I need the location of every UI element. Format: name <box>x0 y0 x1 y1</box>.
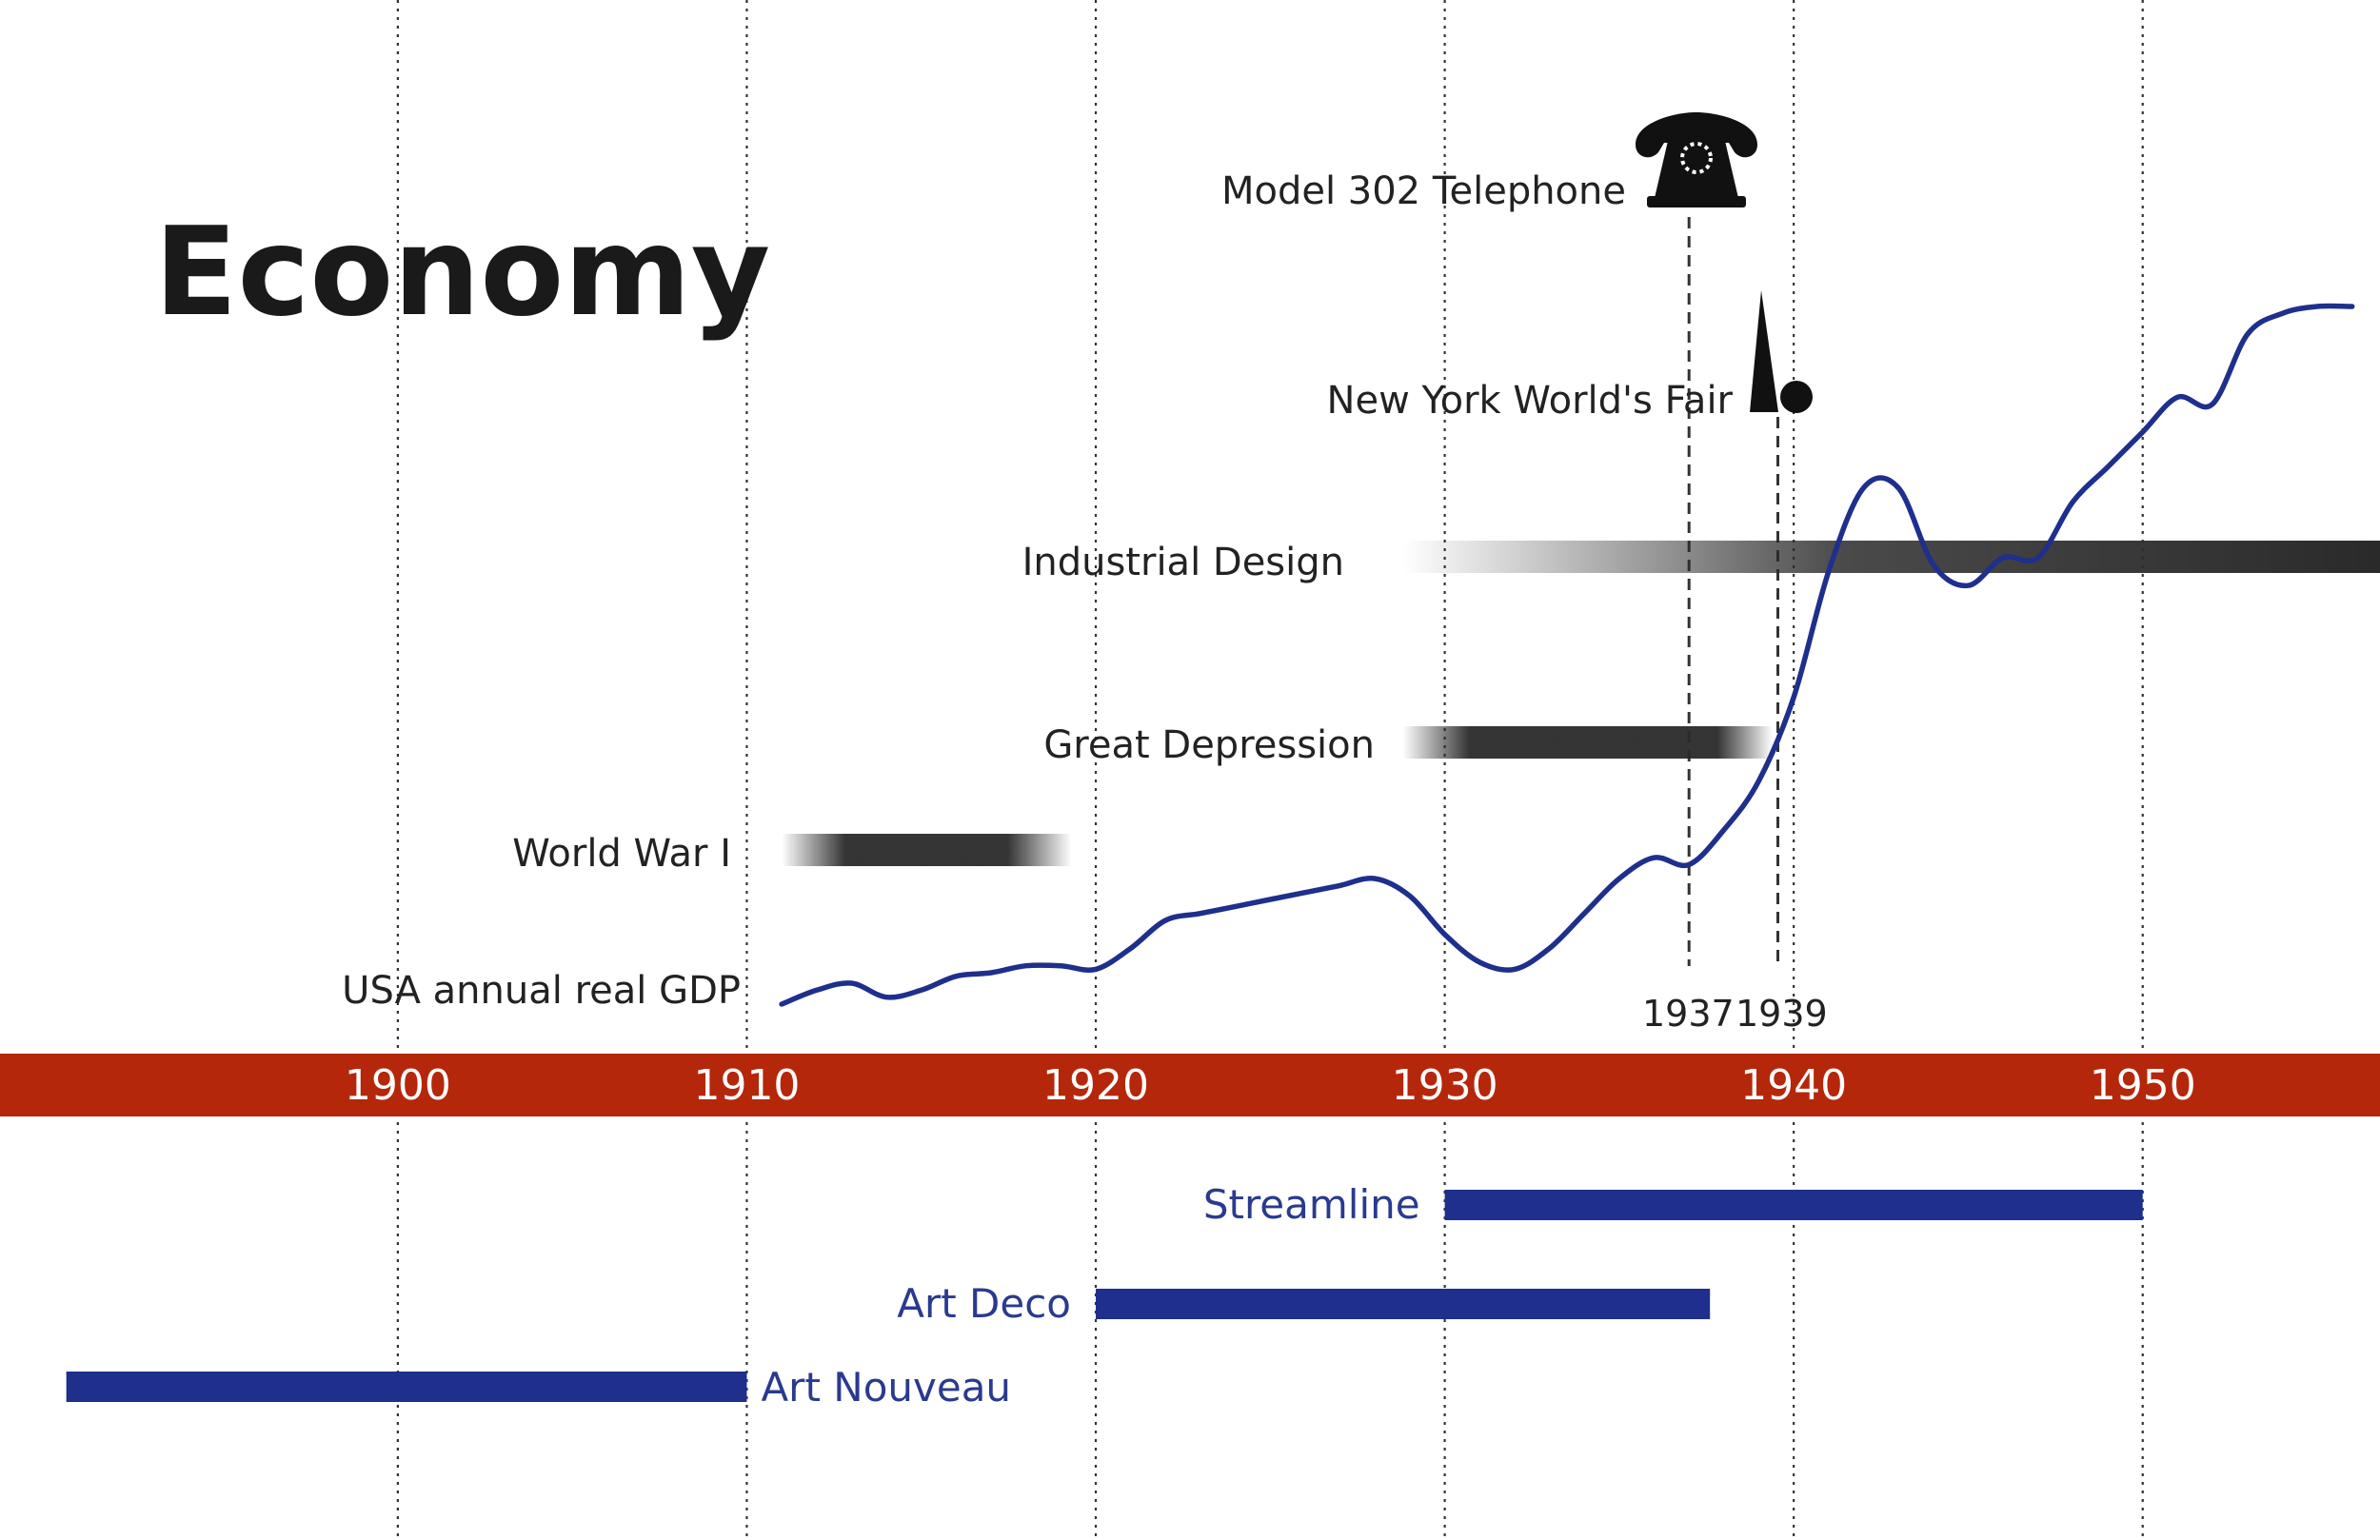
chart-title: Economy <box>154 202 770 344</box>
tick-label-1930: 1930 <box>1392 1061 1498 1110</box>
axis-tick-labels: 1900 1910 1920 1930 1940 1950 <box>345 1061 2196 1110</box>
telephone-icon <box>1636 112 1757 207</box>
style-label-art_nouveau: Art Nouveau <box>761 1364 1011 1411</box>
tick-label-1910: 1910 <box>693 1061 800 1110</box>
style-bar-art_deco <box>1096 1289 1711 1319</box>
design-style-bars: Streamline Art Deco Art Nouveau <box>66 1181 2143 1411</box>
style-label-art_deco: Art Deco <box>897 1280 1071 1327</box>
style-bar-art_nouveau <box>66 1372 747 1402</box>
worlds-fair-year-label: 1939 <box>1735 993 1828 1035</box>
event-bar-depression <box>1402 726 1774 759</box>
event-bars: World War I Great Depression Industrial De… <box>512 541 2380 876</box>
tick-label-1940: 1940 <box>1740 1061 1847 1110</box>
style-bar-streamline <box>1444 1190 2143 1220</box>
worlds-fair-label: New York World's Fair <box>1327 379 1734 423</box>
gdp-series: USA annual real GDP <box>342 303 2355 1013</box>
tick-label-1950: 1950 <box>2090 1061 2196 1110</box>
timeline-axis-bar <box>0 1054 2380 1116</box>
gdp-label: USA annual real GDP <box>342 969 741 1013</box>
marker-lines: Model 302 Telephone New York World's Fair… <box>1221 169 1828 1035</box>
event-bar-industrial <box>1402 541 2380 573</box>
gdp-line <box>779 303 2355 1007</box>
telephone-year-label: 1937 <box>1642 993 1735 1035</box>
event-label-industrial: Industrial Design <box>1022 541 1344 584</box>
event-bar-wwi <box>782 834 1072 866</box>
tick-label-1900: 1900 <box>345 1061 451 1110</box>
telephone-label: Model 302 Telephone <box>1221 169 1626 213</box>
trylon-perisphere-icon <box>1750 290 1813 413</box>
event-label-depression: Great Depression <box>1043 723 1375 767</box>
event-label-wwi: World War I <box>512 832 731 876</box>
style-label-streamline: Streamline <box>1203 1181 1420 1228</box>
tick-label-1920: 1920 <box>1042 1061 1149 1110</box>
